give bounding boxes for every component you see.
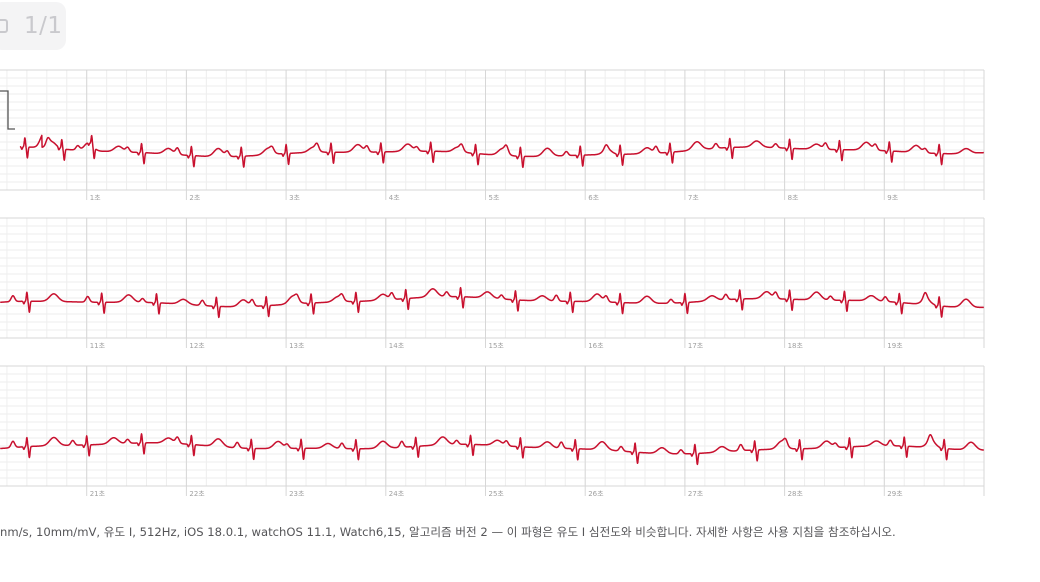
tick-label: 24초 bbox=[389, 490, 405, 498]
tick-label: 28초 bbox=[788, 490, 804, 498]
tick-label: 14초 bbox=[389, 342, 405, 350]
tick-label: 23초 bbox=[289, 490, 305, 498]
calibration-pulse bbox=[0, 90, 15, 130]
tick-label: 8초 bbox=[788, 194, 799, 202]
tick-label: 1초 bbox=[90, 194, 101, 202]
ecg-trace bbox=[19, 134, 985, 169]
tick-label: 3초 bbox=[289, 194, 300, 202]
page-indicator: 1/1 bbox=[24, 13, 63, 39]
footer-note: nm/s, 10mm/mV, 유도 I, 512Hz, iOS 18.0.1, … bbox=[0, 525, 896, 539]
tick-label: 4초 bbox=[389, 194, 400, 202]
ecg-strip: 1초 2초 3초 4초 5초 6초 7초 8초 9초 bbox=[0, 69, 985, 202]
ecg-strip: 21초 22초 23초 24초 25초 26초 27초 28초 29초 bbox=[0, 365, 985, 498]
tick-label: 6초 bbox=[588, 194, 599, 202]
tick-label: 25초 bbox=[489, 490, 505, 498]
tick-label: 9초 bbox=[887, 194, 898, 202]
tick-label: 16초 bbox=[588, 342, 604, 350]
tick-label: 27초 bbox=[688, 490, 704, 498]
tick-label: 22초 bbox=[189, 490, 205, 498]
ecg-trace bbox=[0, 433, 985, 466]
tick-label: 2초 bbox=[189, 194, 200, 202]
tick-label: 26초 bbox=[588, 490, 604, 498]
page-indicator-badge bbox=[0, 2, 66, 50]
page-icon bbox=[0, 19, 8, 33]
tick-label: 21초 bbox=[90, 490, 106, 498]
tick-label: 7초 bbox=[688, 194, 699, 202]
tick-label: 5초 bbox=[489, 194, 500, 202]
tick-label: 13초 bbox=[289, 342, 305, 350]
tick-label: 29초 bbox=[887, 490, 903, 498]
tick-label: 15초 bbox=[489, 342, 505, 350]
tick-label: 11초 bbox=[90, 342, 106, 350]
ecg-strip: 11초 12초 13초 14초 15초 16초 17초 18초 19초 bbox=[0, 217, 985, 350]
tick-label: 12초 bbox=[189, 342, 205, 350]
ecg-trace bbox=[0, 286, 985, 319]
tick-label: 17초 bbox=[688, 342, 704, 350]
tick-label: 18초 bbox=[788, 342, 804, 350]
tick-label: 19초 bbox=[887, 342, 903, 350]
